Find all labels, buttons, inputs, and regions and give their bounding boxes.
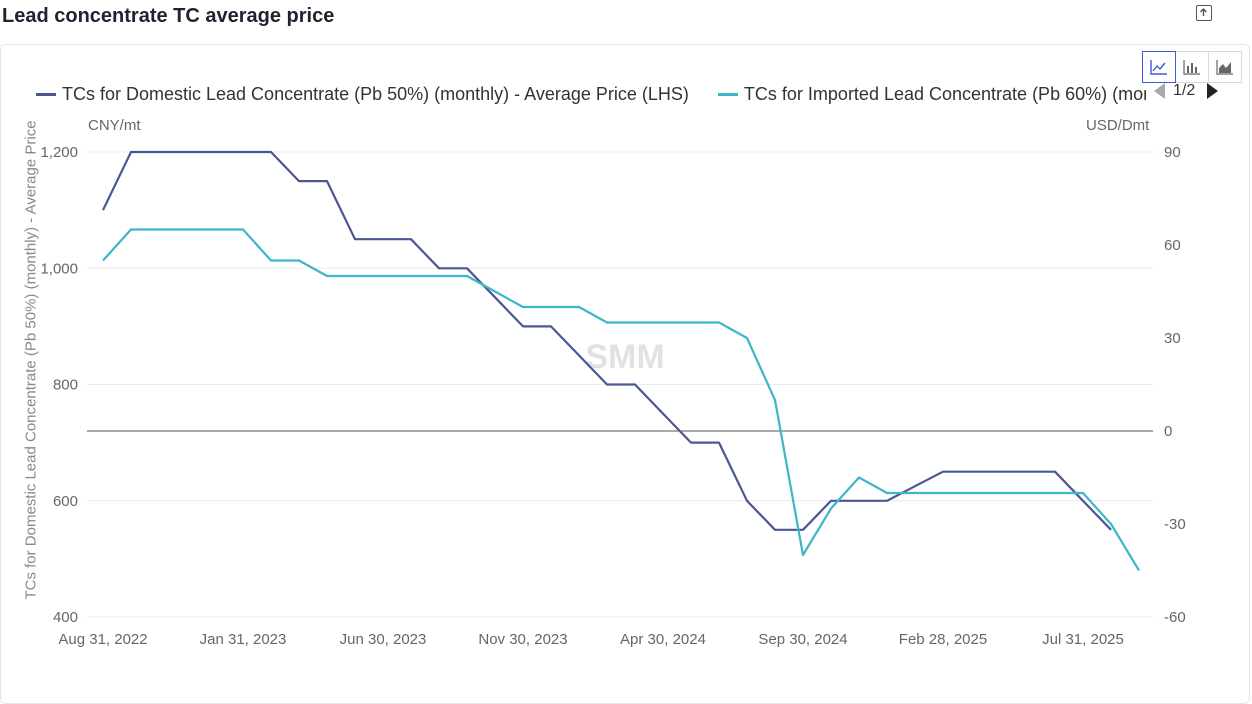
left-axis-unit: CNY/mt bbox=[88, 117, 141, 134]
legend-next-icon[interactable] bbox=[1207, 83, 1219, 99]
legend-page-indicator: 1/2 bbox=[1173, 82, 1196, 99]
legend: TCs for Domestic Lead Concentrate (Pb 50… bbox=[36, 80, 1146, 106]
area-chart-icon[interactable] bbox=[1208, 51, 1242, 83]
y-left-tick-label: 1,000 bbox=[40, 260, 78, 277]
legend-prev-icon[interactable] bbox=[1154, 83, 1165, 99]
y-left-tick-label: 600 bbox=[53, 493, 78, 510]
y-right-tick-label: -60 bbox=[1164, 609, 1186, 626]
y-right-tick-label: 30 bbox=[1164, 330, 1181, 347]
right-axis-unit: USD/Dmt bbox=[1086, 117, 1150, 134]
x-tick-label: Jan 31, 2023 bbox=[200, 631, 287, 648]
series-line-domestic[interactable] bbox=[102, 150, 1112, 531]
chart-type-switch bbox=[1142, 51, 1242, 83]
y-left-tick-label: 800 bbox=[53, 377, 78, 394]
series-line-imported[interactable] bbox=[102, 228, 1140, 572]
chart-card bbox=[0, 44, 1250, 704]
y-right-tick-label: -30 bbox=[1164, 516, 1186, 533]
y-left-tick-label: 400 bbox=[53, 609, 78, 626]
legend-pager: 1/2 bbox=[1154, 82, 1219, 100]
legend-swatch-imported bbox=[717, 93, 738, 96]
legend-item-imported[interactable]: TCs for Imported Lead Concentrate (Pb 60… bbox=[717, 84, 1146, 105]
x-tick-label: Jun 30, 2023 bbox=[340, 631, 427, 648]
line-chart-icon[interactable] bbox=[1142, 51, 1176, 83]
export-icon[interactable] bbox=[1196, 5, 1212, 21]
x-tick-label: Jul 31, 2025 bbox=[1042, 631, 1124, 648]
x-tick-label: Sep 30, 2024 bbox=[758, 631, 847, 648]
page-title: Lead concentrate TC average price bbox=[2, 5, 335, 27]
y-left-tick-label: 1,200 bbox=[40, 144, 78, 161]
legend-swatch-domestic bbox=[36, 93, 56, 96]
y-right-tick-label: 90 bbox=[1164, 144, 1181, 161]
legend-item-domestic[interactable]: TCs for Domestic Lead Concentrate (Pb 50… bbox=[36, 84, 689, 105]
x-tick-label: Nov 30, 2023 bbox=[478, 631, 567, 648]
x-tick-label: Aug 31, 2022 bbox=[58, 631, 147, 648]
y-right-tick-label: 0 bbox=[1164, 423, 1172, 440]
legend-label-imported: TCs for Imported Lead Concentrate (Pb 60… bbox=[743, 84, 1146, 104]
x-tick-label: Feb 28, 2025 bbox=[899, 631, 987, 648]
watermark: SMM bbox=[585, 338, 664, 376]
y-right-tick-label: 60 bbox=[1164, 237, 1181, 254]
x-tick-label: Apr 30, 2024 bbox=[620, 631, 706, 648]
legend-label-domestic: TCs for Domestic Lead Concentrate (Pb 50… bbox=[62, 84, 689, 104]
bar-chart-icon[interactable] bbox=[1175, 51, 1209, 83]
